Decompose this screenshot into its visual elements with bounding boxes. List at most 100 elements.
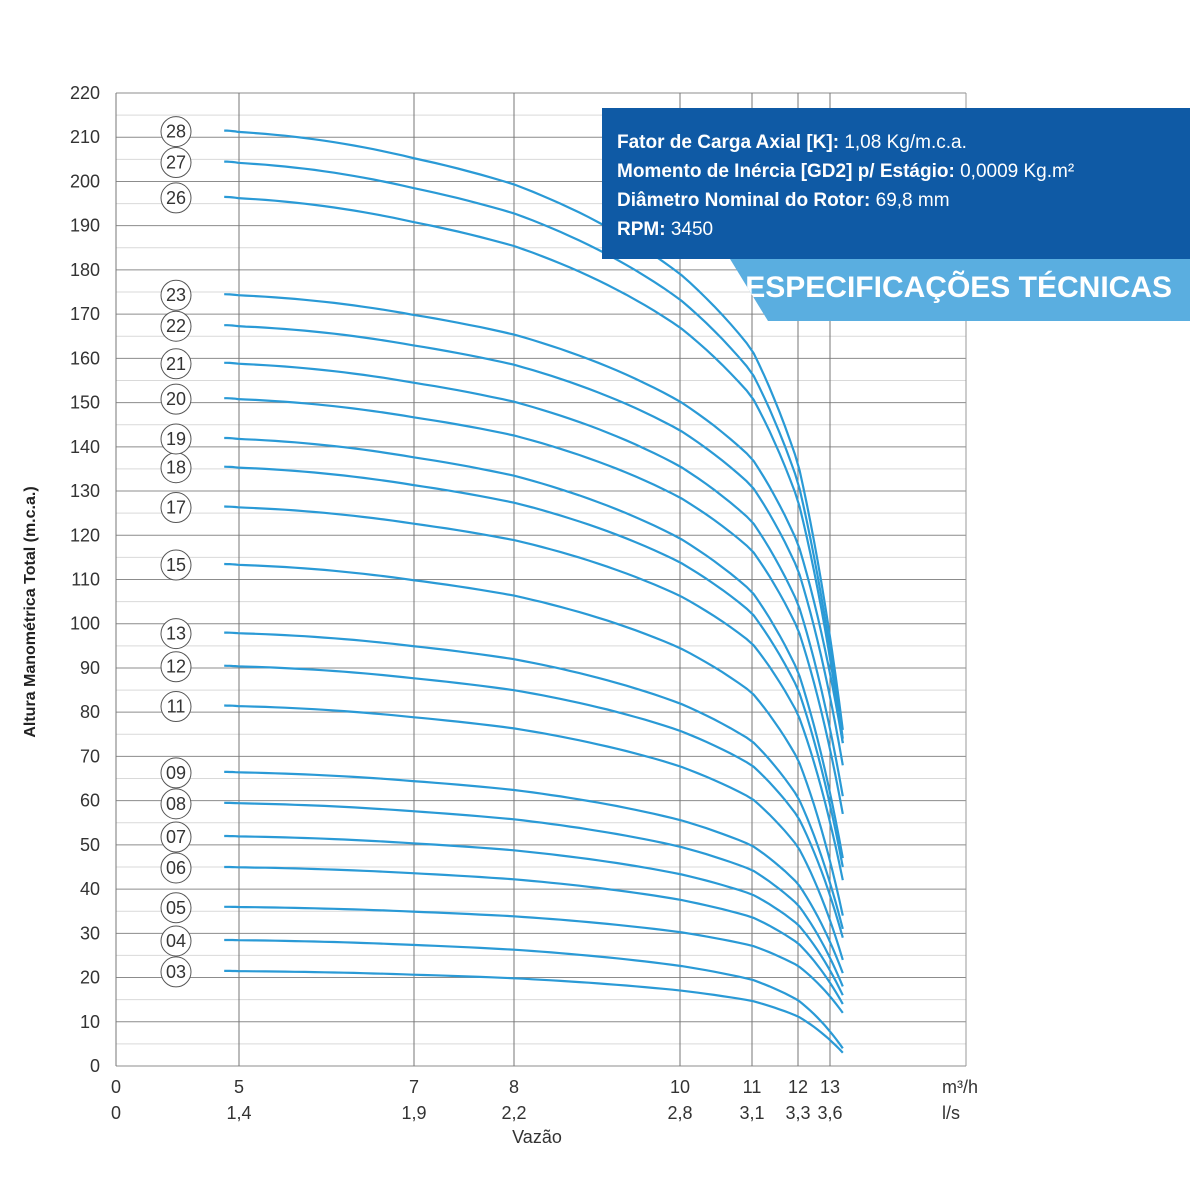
y-tick-label: 80 xyxy=(80,702,100,722)
stage-badge-circle xyxy=(160,757,192,789)
spec-line-axial-load: Fator de Carga Axial [K]: 1,08 Kg/m.c.a. xyxy=(617,128,1190,157)
x-tick-label-m3h: 11 xyxy=(743,1077,762,1097)
stage-badge-label: 11 xyxy=(167,697,186,717)
stage-badge-label: 15 xyxy=(166,555,186,575)
y-tick-label: 60 xyxy=(80,791,100,811)
curve-stage-18 xyxy=(224,465,844,868)
stage-badge-label: 04 xyxy=(166,931,186,951)
y-tick-label: 200 xyxy=(70,171,100,191)
stage-badge-circle xyxy=(160,348,192,380)
stage-badge-circle xyxy=(160,279,192,311)
spec-line-rotor-diameter: Diâmetro Nominal do Rotor: 69,8 mm xyxy=(617,186,1190,215)
y-tick-label: 210 xyxy=(70,127,100,147)
stage-badge-label: 17 xyxy=(166,498,186,518)
x-axis-title: Vazão xyxy=(512,1127,562,1147)
curve-stage-12 xyxy=(224,664,844,939)
stage-badge-label: 08 xyxy=(166,794,186,814)
y-tick-label: 150 xyxy=(70,393,100,413)
curve-stage-19 xyxy=(224,436,844,859)
stage-badge-label: 21 xyxy=(166,354,186,374)
curve-stage-04 xyxy=(224,938,844,1049)
stage-badge-circle xyxy=(160,821,192,853)
x-tick-label-ls: 2,8 xyxy=(667,1103,692,1123)
y-tick-label: 120 xyxy=(70,525,100,545)
stage-badge-label: 23 xyxy=(166,285,186,305)
curve-stage-28 xyxy=(224,129,844,731)
y-axis-ticks: 0 10 20 30 40 50 60 70 80 90 100 110 120 130 140 150 160… xyxy=(70,83,100,1076)
stage-badge-label: 22 xyxy=(166,316,186,336)
y-tick-label: 50 xyxy=(80,835,100,855)
chart-grid xyxy=(115,92,967,1067)
stage-badge-label: 19 xyxy=(166,429,186,449)
spec-banner: ESPECIFICAÇÕES TÉCNICAS xyxy=(730,259,1190,321)
x-tick-label-ls: 2,2 xyxy=(501,1103,526,1123)
y-tick-label: 70 xyxy=(80,746,100,766)
spec-value: 3450 xyxy=(665,219,714,240)
curve-stage-21 xyxy=(224,361,844,797)
y-axis-title: Altura Manométrica Total (m.c.a.) xyxy=(22,486,39,737)
y-tick-label: 0 xyxy=(90,1056,100,1076)
stage-badge-circle xyxy=(160,310,192,342)
spec-value: 0,0009 Kg.m² xyxy=(954,161,1075,182)
stage-badge-label: 06 xyxy=(166,858,186,878)
stage-badge-circle xyxy=(160,423,192,455)
curve-stage-23 xyxy=(224,293,844,744)
spec-banner-title: ESPECIFICAÇÕES TÉCNICAS xyxy=(745,271,1172,304)
stage-badge-circle xyxy=(160,892,192,924)
x-tick-label-m3h: 5 xyxy=(234,1077,244,1097)
spec-panel: Fator de Carga Axial [K]: 1,08 Kg/m.c.a.… xyxy=(602,108,1190,259)
y-tick-label: 100 xyxy=(70,614,100,634)
x-tick-label-ls: 3,3 xyxy=(785,1103,810,1123)
stage-badge-circle xyxy=(160,618,192,650)
curve-stage-26 xyxy=(224,195,844,744)
curve-stage-07 xyxy=(224,834,844,996)
stage-badge-label: 05 xyxy=(166,898,186,918)
curve-stage-11 xyxy=(224,704,844,961)
stage-badge-circle xyxy=(160,116,192,148)
stage-badge-circle xyxy=(160,383,192,415)
stage-badge-circle xyxy=(160,651,192,683)
stage-badge-label: 13 xyxy=(166,624,186,644)
stage-badge-label: 07 xyxy=(166,827,186,847)
stage-badge-circle xyxy=(160,549,192,581)
stage-badge-label: 20 xyxy=(166,389,186,409)
y-tick-label: 160 xyxy=(70,348,100,368)
stage-badge-circle xyxy=(160,956,192,988)
spec-label: Diâmetro Nominal do Rotor: xyxy=(617,190,871,211)
x-tick-label-m3h: 0 xyxy=(111,1077,121,1097)
spec-label: Momento de Inércia [GD2] p/ Estágio: xyxy=(617,161,955,182)
x-units-top: m³/h xyxy=(942,1077,978,1097)
y-tick-label: 130 xyxy=(70,481,100,501)
stage-badge-label: 28 xyxy=(166,122,186,142)
y-tick-label: 110 xyxy=(71,570,100,590)
x-tick-label-ls: 0 xyxy=(111,1103,121,1123)
x-tick-label-ls: 3,1 xyxy=(739,1103,764,1123)
y-tick-label: 20 xyxy=(80,968,100,988)
x-tick-label-m3h: 8 xyxy=(509,1077,519,1097)
stage-badge-circle xyxy=(160,788,192,820)
curve-stage-27 xyxy=(224,160,844,739)
stage-badge-label: 26 xyxy=(166,188,186,208)
stage-badge-circle xyxy=(160,182,192,214)
stage-badge-label: 18 xyxy=(166,458,186,478)
pump-curves xyxy=(224,129,844,1054)
curve-stage-22 xyxy=(224,324,844,766)
stage-badges: 03 04 05 06 07 08 09 11 12 13 15 17 18 19 20 21 22 23 26 27… xyxy=(160,116,192,988)
y-tick-label: 220 xyxy=(70,83,100,103)
spec-label: Fator de Carga Axial [K]: xyxy=(617,132,840,153)
y-tick-label: 90 xyxy=(80,658,100,678)
spec-value: 1,08 Kg/m.c.a. xyxy=(839,132,967,153)
spec-value: 69,8 mm xyxy=(870,190,950,211)
x-units-bottom: l/s xyxy=(942,1103,960,1123)
y-tick-label: 170 xyxy=(70,304,100,324)
x-tick-label-ls: 3,6 xyxy=(817,1103,842,1123)
curve-stage-06 xyxy=(224,865,844,1005)
curve-stage-09 xyxy=(224,770,844,974)
y-tick-label: 140 xyxy=(70,437,100,457)
spec-line-inertia: Momento de Inércia [GD2] p/ Estágio: 0,0… xyxy=(617,157,1190,186)
x-tick-label-m3h: 10 xyxy=(670,1077,690,1097)
curve-stage-13 xyxy=(224,631,844,930)
stage-badge-circle xyxy=(160,925,192,957)
y-tick-label: 30 xyxy=(80,923,100,943)
